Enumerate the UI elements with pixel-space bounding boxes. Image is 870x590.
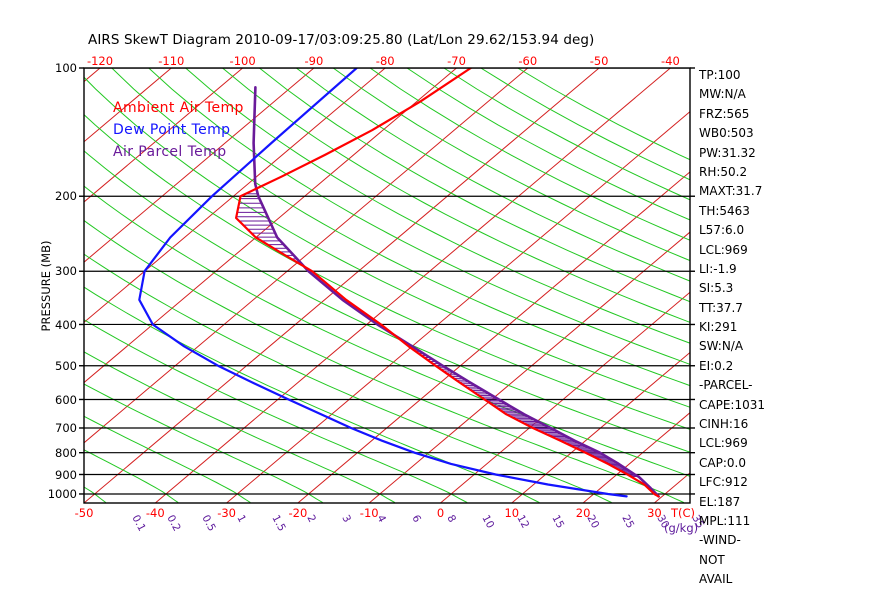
parameter-row: TP:100	[699, 68, 741, 82]
bottom-axis-tick: 30	[647, 506, 662, 520]
pressure-axis-tick: 500	[55, 358, 77, 373]
pressure-axis-tick: 200	[55, 189, 77, 204]
parameter-row: MPL:111	[699, 513, 751, 528]
pressure-axis-tick: 600	[55, 392, 77, 407]
top-axis-tick: -80	[375, 54, 395, 68]
pressure-axis-tick: 700	[55, 421, 77, 435]
legend-item-dew-point-temp: Dew Point Temp	[113, 122, 231, 138]
parameter-row: WB0:503	[699, 126, 754, 141]
parameter-row: RH:50.2	[699, 164, 748, 179]
parameter-row: AVAIL	[699, 572, 733, 587]
parameter-row: CAPE:1031	[699, 397, 765, 412]
parameter-row: EL:187	[699, 494, 741, 509]
bottom-axis-title: T(C)	[671, 506, 696, 520]
pressure-axis-tick: 400	[55, 317, 77, 332]
top-axis-tick: -40	[660, 54, 680, 68]
parameter-row: LCL:969	[699, 242, 748, 257]
bottom-axis-tick: 0	[436, 506, 445, 520]
parameter-row: TT:37.7	[699, 300, 743, 315]
parameter-row: LFC:912	[699, 475, 748, 490]
bottom-axis-tick: 20	[575, 506, 591, 520]
parameter-row: EI:0.2	[699, 358, 734, 373]
mixing-ratio-axis-title: (g/kg)	[664, 521, 699, 535]
pressure-axis-tick: 900	[55, 467, 77, 482]
parameter-panel: TP:100 MW:N/A FRZ:565 WB0:503 PW:31.32 RH:50.…	[699, 66, 864, 590]
pressure-axis-title: PRESSURE (MB)	[39, 240, 53, 332]
top-axis-tick: -110	[158, 54, 185, 68]
pressure-axis-tick: 300	[55, 264, 77, 279]
parameter-row: L57:6.0	[699, 223, 745, 238]
parameter-row: MW:N/A	[699, 87, 746, 102]
parameter-row: CINH:16	[699, 417, 749, 432]
parameter-row: MAXT:31.7	[699, 184, 763, 199]
top-axis-tick: -70	[447, 54, 466, 68]
top-axis-tick: -100	[229, 54, 256, 68]
pressure-axis-tick: 800	[55, 445, 77, 460]
parameter-row: LCL:969	[699, 436, 748, 451]
parameter-row: CAP:0.0	[699, 455, 746, 470]
pressure-axis-tick: 1000	[47, 487, 77, 501]
parameter-row: SI:5.3	[699, 281, 734, 296]
legend-item-air-parcel-temp: Air Parcel Temp	[113, 144, 227, 160]
top-axis-tick: -90	[304, 54, 324, 68]
bottom-axis-tick: -20	[288, 506, 308, 520]
pressure-axis-tick: 100	[55, 61, 77, 75]
top-axis-tick: -120	[86, 54, 114, 68]
page-title: AIRS SkewT Diagram 2010-09-17/03:09:25.8…	[88, 32, 595, 48]
skewt-plot	[79, 67, 695, 504]
legend-item-ambient-air-temp: Ambient Air Temp	[113, 100, 244, 116]
bottom-axis-tick: -10	[359, 506, 379, 520]
bottom-axis-tick: 10	[504, 506, 520, 520]
parameter-row: TH:5463	[699, 203, 750, 218]
parameter-row: -PARCEL-	[699, 378, 753, 393]
parameter-row: PW:31.32	[699, 145, 756, 160]
bottom-axis-tick: -30	[217, 506, 236, 520]
top-axis-tick: -50	[589, 54, 609, 68]
parameter-row: LI:-1.9	[699, 261, 737, 276]
parameter-row: NOT	[699, 552, 725, 567]
bottom-axis-tick: -50	[74, 506, 94, 520]
parameter-row: FRZ:565	[699, 106, 750, 121]
parameter-row: -WIND-	[699, 533, 741, 548]
top-axis-tick: -60	[518, 54, 538, 68]
parameter-row: SW:N/A	[699, 339, 744, 354]
bottom-axis-tick: -40	[145, 506, 165, 520]
parameter-row: KI:291	[699, 320, 738, 335]
